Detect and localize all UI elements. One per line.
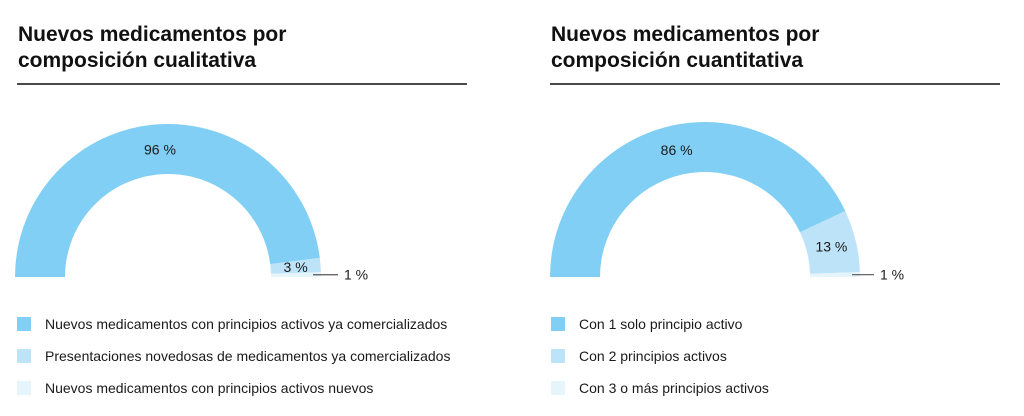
- legend-label: Con 3 o más principios activos: [579, 380, 769, 396]
- half-donut-chart-quantitative: 86 % 13 % 1 %: [550, 122, 904, 283]
- title-line-2: composición cuantitativa: [551, 49, 804, 72]
- legend-label: Nuevos medicamentos con principios activ…: [45, 380, 374, 396]
- title-line-1: Nuevos medicamentos por: [18, 23, 287, 46]
- legend-label: Con 1 solo principio activo: [579, 316, 743, 332]
- legend-item: Con 3 o más principios activos: [551, 372, 769, 404]
- title-divider: [550, 83, 1000, 85]
- legend-item: Nuevos medicamentos con principios activ…: [17, 372, 450, 404]
- slice-value-label: 1 %: [880, 267, 904, 283]
- chart-title-quantitative: Nuevos medicamentos por composición cuan…: [551, 22, 819, 74]
- legend-item: Nuevos medicamentos con principios activ…: [17, 308, 450, 340]
- donut-slice: [800, 211, 860, 274]
- slice-value-label: 1 %: [344, 267, 368, 283]
- slice-value-label: 3 %: [284, 259, 308, 275]
- legend-item: Con 2 principios activos: [551, 340, 769, 372]
- title-line-2: composición cualitativa: [18, 49, 257, 72]
- legend-swatch: [551, 381, 565, 395]
- donut-slice: [270, 257, 321, 274]
- legend-item: Con 1 solo principio activo: [551, 308, 769, 340]
- legend-label: Con 2 principios activos: [579, 348, 727, 364]
- title-divider: [17, 83, 467, 85]
- donut-slice: [270, 272, 321, 277]
- chart-title-qualitative: Nuevos medicamentos por composición cual…: [18, 22, 286, 74]
- legend-swatch: [17, 381, 31, 395]
- slice-value-label: 13 %: [815, 239, 847, 255]
- legend-label: Nuevos medicamentos con principios activ…: [45, 316, 448, 332]
- panel-qualitative: Nuevos medicamentos por composición cual…: [15, 22, 467, 404]
- legend-swatch: [551, 349, 565, 363]
- legend-swatch: [17, 317, 31, 331]
- legend-swatch: [551, 317, 565, 331]
- title-line-1: Nuevos medicamentos por: [551, 23, 820, 46]
- slice-value-label: 96 %: [144, 141, 176, 157]
- panel-quantitative: Nuevos medicamentos por composición cuan…: [532, 0, 1024, 416]
- donut-slice: [550, 122, 846, 277]
- half-donut-chart-qualitative: 96 % 3 % 1 %: [15, 123, 368, 283]
- legend-qualitative: Nuevos medicamentos con principios activ…: [17, 308, 450, 404]
- legend-swatch: [17, 349, 31, 363]
- donut-slice: [15, 123, 320, 278]
- donut-slice: [809, 272, 860, 277]
- slice-value-label: 86 %: [661, 142, 693, 158]
- legend-quantitative: Con 1 solo principio activo Con 2 princi…: [551, 308, 769, 404]
- legend-label: Presentaciones novedosas de medicamentos…: [45, 348, 451, 364]
- legend-item: Presentaciones novedosas de medicamentos…: [17, 340, 450, 372]
